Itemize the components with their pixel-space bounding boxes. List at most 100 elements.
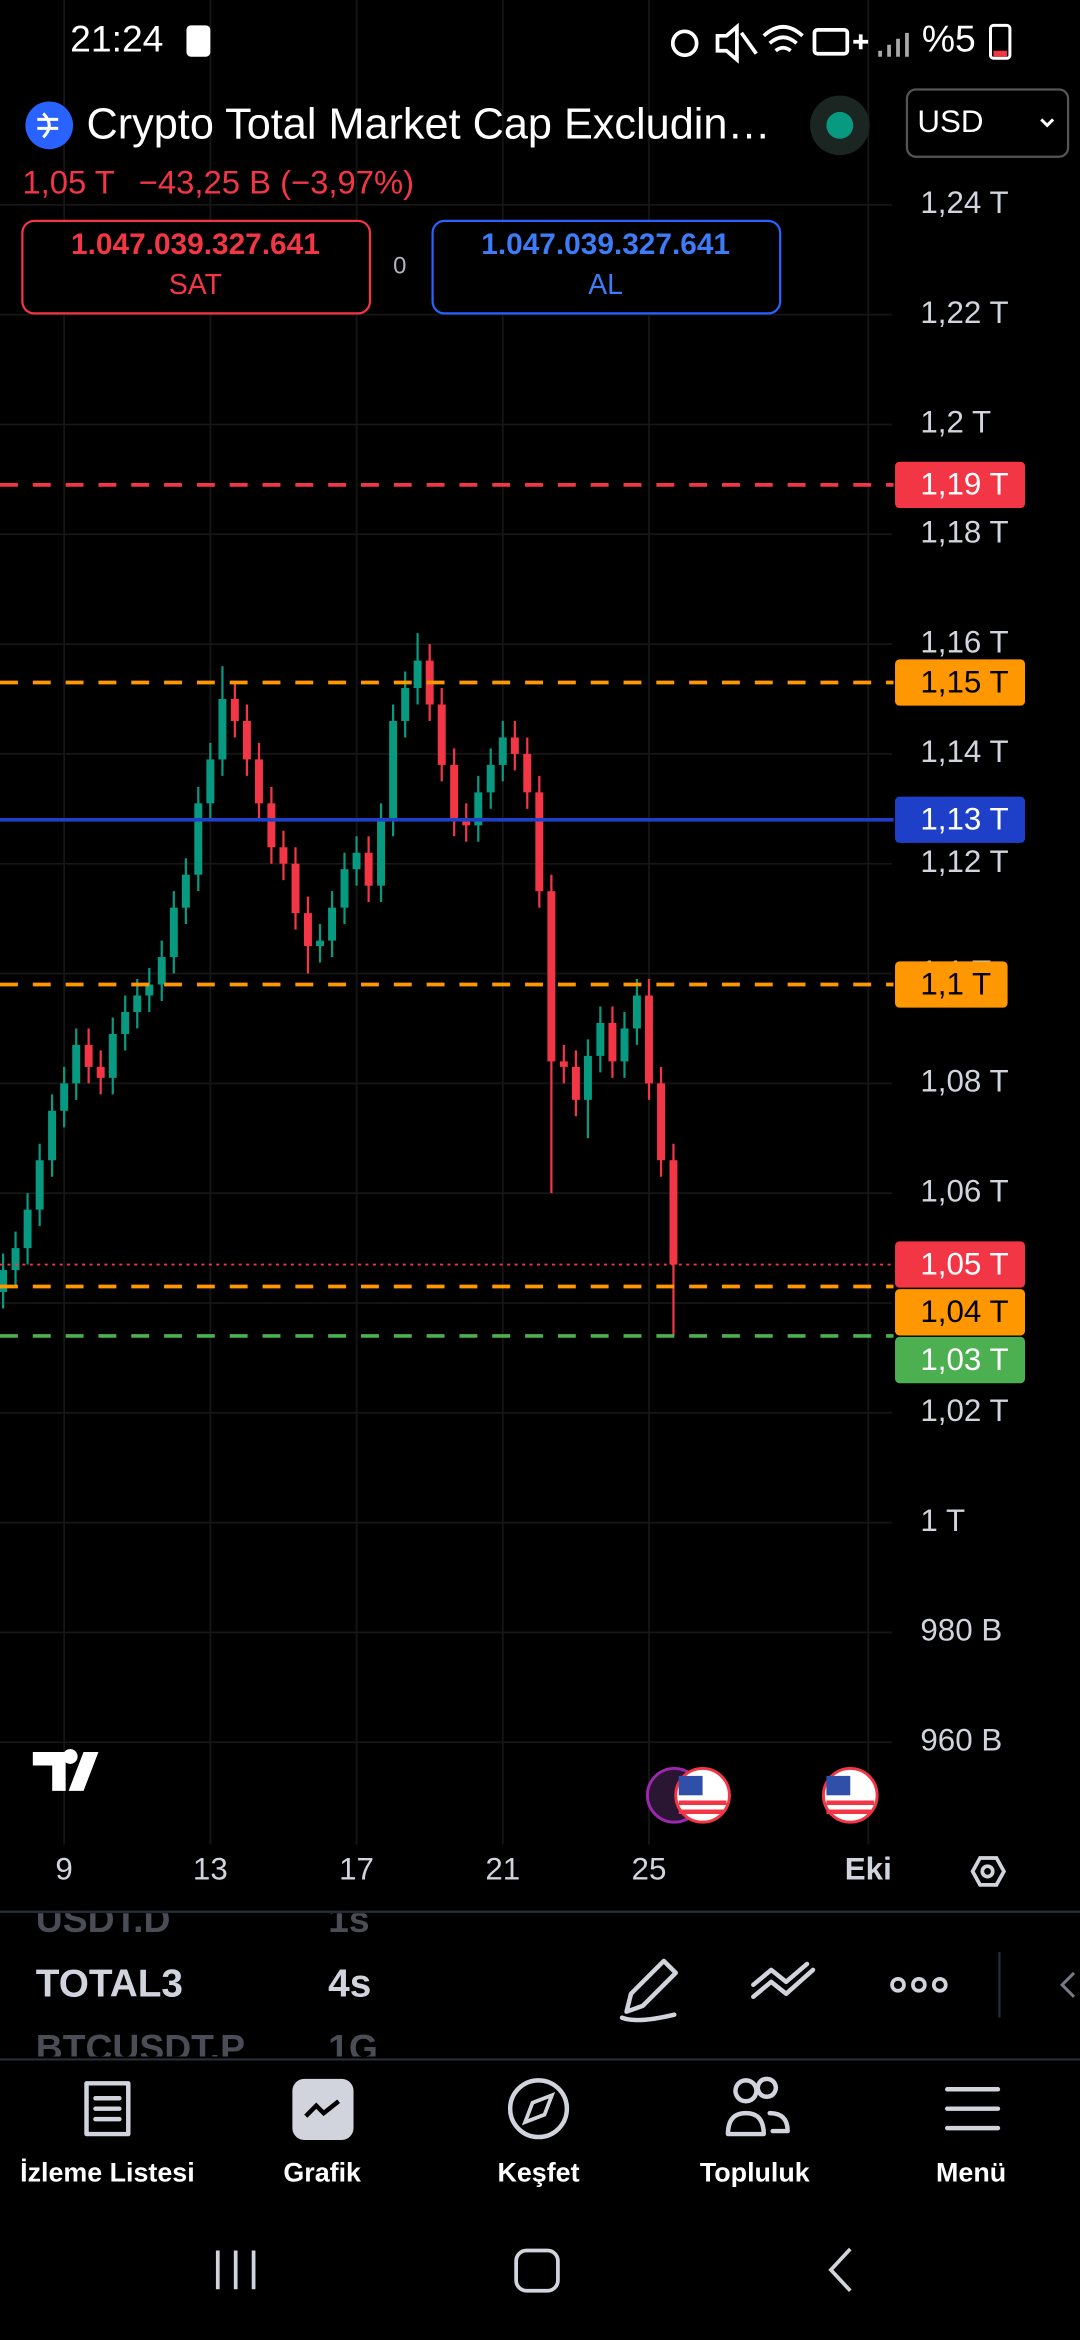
- sell-label: SAT: [169, 269, 222, 301]
- symbol-interval[interactable]: 4s: [328, 1963, 371, 2006]
- price-tag-label: 1,15 T: [920, 664, 1008, 699]
- system-home[interactable]: [514, 2248, 560, 2293]
- candle-body: [254, 759, 263, 804]
- candle-body: [84, 1044, 93, 1067]
- y-tick-label: 1,08 T: [920, 1064, 1008, 1099]
- event-icons[interactable]: [645, 1760, 912, 1833]
- y-tick-label: 980 B: [920, 1613, 1002, 1648]
- nav-icon[interactable]: [945, 2087, 1001, 2131]
- y-tick-label: 1,18 T: [920, 515, 1008, 550]
- currency-label: USD: [917, 104, 983, 139]
- price-tag: [895, 1289, 1026, 1336]
- y-tick-label: 1,16 T: [920, 624, 1008, 659]
- x-tick-label: 25: [632, 1852, 667, 1887]
- nav-label[interactable]: İzleme Listesi: [20, 2157, 195, 2187]
- status-time: 21:24: [70, 18, 163, 60]
- candle-body: [108, 1033, 117, 1078]
- battery-fill: [993, 50, 1007, 57]
- currency-select[interactable]: [905, 88, 1070, 158]
- status-icons: [670, 22, 909, 64]
- candle-body: [328, 907, 337, 941]
- price-tag: [895, 961, 1008, 1008]
- price-tag-label: 1,04 T: [920, 1294, 1008, 1329]
- symbol-interval[interactable]: 1s: [328, 1898, 369, 1940]
- candle-body: [389, 720, 398, 820]
- buy-button[interactable]: [431, 219, 782, 315]
- candle-body: [121, 1011, 130, 1034]
- nav-label[interactable]: Menü: [936, 2157, 1006, 2187]
- symbol-picker[interactable]: USDT.D 1s TOTAL3 4s BTCUSDT.P 1G: [36, 1898, 378, 2068]
- tradingview-logo[interactable]: [32, 1749, 99, 1791]
- candle-body: [364, 852, 373, 886]
- x-tick-label: Eki: [845, 1852, 892, 1887]
- symbol-name[interactable]: BTCUSDT.P: [36, 2026, 245, 2068]
- symbol-interval[interactable]: 1G: [328, 2026, 378, 2068]
- candle-body: [218, 699, 227, 760]
- candle-body: [0, 1270, 8, 1293]
- candle-body: [632, 995, 641, 1029]
- candle-body: [96, 1066, 105, 1078]
- y-tick-label: 1,02 T: [920, 1393, 1008, 1428]
- candle-body: [547, 891, 556, 1062]
- candle-body: [437, 704, 446, 765]
- spread: 0: [393, 252, 406, 279]
- battery-icon: [989, 23, 1012, 60]
- trend-line-tool[interactable]: [751, 1961, 816, 1999]
- drawing-tool[interactable]: [619, 1958, 678, 2023]
- nav-icon-glyph: [304, 2099, 341, 2118]
- candle-body: [535, 792, 544, 892]
- candle-body: [291, 863, 300, 914]
- settings-icon[interactable]: [970, 1856, 1007, 1887]
- price-tag: [895, 461, 1026, 509]
- battery-level: %5: [922, 18, 976, 60]
- candle-body: [133, 995, 142, 1012]
- nav-label[interactable]: Keşfet: [497, 2157, 579, 2187]
- nav-icon-glyph: [521, 2092, 556, 2126]
- candle-body: [11, 1248, 20, 1271]
- sell-button[interactable]: [21, 219, 372, 315]
- nav-icon[interactable]: [507, 2078, 570, 2140]
- candle-body: [462, 819, 471, 826]
- candle-body: [657, 1083, 666, 1161]
- candle-body: [60, 1083, 69, 1111]
- candle-body: [474, 792, 483, 826]
- y-tick-label: 1,24 T: [920, 185, 1008, 220]
- candle-body: [242, 720, 251, 760]
- notification-icon: [186, 25, 211, 57]
- candle-body: [72, 1044, 81, 1084]
- x-tick-label: 13: [193, 1852, 228, 1887]
- system-back[interactable]: [828, 2247, 852, 2293]
- collapse-chevron[interactable]: [1059, 1971, 1076, 1998]
- nav-label[interactable]: Grafik: [283, 2157, 361, 2187]
- price-tag: [895, 659, 1026, 706]
- candle-body: [267, 803, 276, 848]
- candle-body: [377, 819, 386, 886]
- candle-body: [181, 874, 190, 908]
- candle-body: [596, 1022, 605, 1056]
- last-price: 1,05 T: [22, 164, 114, 201]
- price-tag-label: 1,19 T: [920, 467, 1008, 502]
- currency-chevron: [1040, 118, 1055, 128]
- symbol-title[interactable]: Crypto Total Market Cap Excludin…: [87, 100, 771, 148]
- price-axis: 960 B 980 B 1 T 1,02 T 1,04 T 1,06 T 1,08 T 1,1…: [55, 185, 1026, 1887]
- nav-label[interactable]: Topluluk: [700, 2157, 810, 2187]
- buy-price: 1.047.039.327.641: [481, 228, 730, 261]
- price-change: −43,25 B (−3,97%): [139, 164, 414, 201]
- nav-icon[interactable]: [725, 2076, 790, 2137]
- more-button[interactable]: [890, 1976, 948, 1993]
- price-tag: [895, 1336, 1026, 1384]
- symbol-name[interactable]: USDT.D: [36, 1898, 171, 1940]
- symbol-name[interactable]: TOTAL3: [36, 1963, 183, 2006]
- candle-body: [608, 1022, 617, 1062]
- y-tick-label: 1 T: [920, 1503, 965, 1538]
- x-tick-label: 21: [485, 1852, 520, 1887]
- candle-body: [48, 1110, 57, 1161]
- system-recent[interactable]: [215, 2250, 256, 2290]
- x-tick-label: 9: [55, 1852, 72, 1887]
- nav-icon[interactable]: [84, 2081, 131, 2137]
- market-status-dot: [826, 111, 854, 139]
- y-tick-label: 1,22 T: [920, 295, 1008, 330]
- candle-body: [498, 737, 507, 765]
